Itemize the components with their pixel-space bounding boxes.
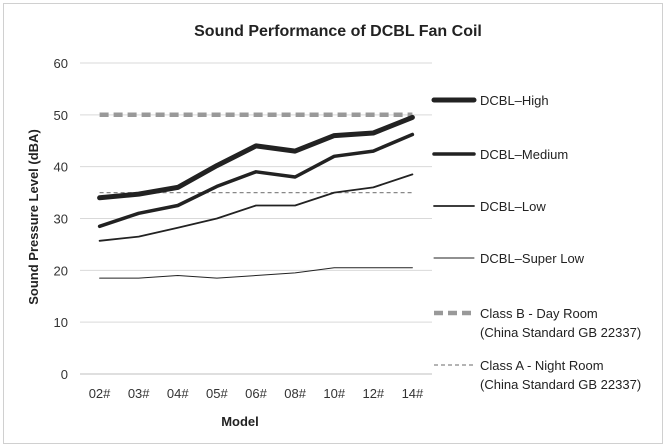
series-line-dcbl-high	[97, 114, 415, 201]
x-tick-label: 04#	[167, 386, 189, 401]
x-tick-label: 08#	[284, 386, 306, 401]
x-tick-label: 12#	[362, 386, 384, 401]
y-tick-label: 0	[61, 367, 68, 382]
x-tick-label: 05#	[206, 386, 228, 401]
x-tick-label: 14#	[402, 386, 424, 401]
x-tick-label: 02#	[89, 386, 111, 401]
y-tick-label: 10	[54, 315, 68, 330]
chart-title: Sound Performance of DCBL Fan Coil	[194, 23, 482, 40]
x-tick-labels: 02# 03# 04# 05# 06# 08# 10# 12# 14#	[89, 386, 424, 401]
legend: DCBL–High DCBL–Medium DCBL–Low DCBL–Super L…	[431, 93, 641, 392]
x-tick-label: 10#	[323, 386, 345, 401]
legend-label: DCBL–Medium	[480, 147, 568, 162]
grid	[80, 62, 432, 375]
series-line-dcbl-low	[98, 173, 414, 242]
y-tick-labels: 0 10 20 30 40 50 60	[54, 56, 68, 382]
legend-label: Class A - Night Room	[480, 358, 604, 373]
legend-label-line2: (China Standard GB 22337)	[480, 377, 641, 392]
legend-label: DCBL–Super Low	[480, 251, 585, 266]
x-tick-label: 03#	[128, 386, 150, 401]
series-line-dcbl-super-low	[99, 267, 413, 279]
y-tick-label: 40	[54, 160, 68, 175]
legend-label: DCBL–Low	[480, 199, 546, 214]
legend-label-line2: (China Standard GB 22337)	[480, 325, 641, 340]
x-axis-title: Model	[221, 414, 259, 429]
series-line-dcbl-medium	[97, 132, 415, 229]
y-axis-title: Sound Pressure Level (dBA)	[26, 129, 41, 305]
y-tick-label: 30	[54, 212, 68, 227]
series-lines	[97, 112, 415, 279]
legend-label: DCBL–High	[480, 93, 549, 108]
legend-label: Class B - Day Room	[480, 306, 598, 321]
x-tick-label: 06#	[245, 386, 267, 401]
y-tick-label: 20	[54, 263, 68, 278]
y-tick-label: 60	[54, 56, 68, 71]
y-tick-label: 50	[54, 108, 68, 123]
